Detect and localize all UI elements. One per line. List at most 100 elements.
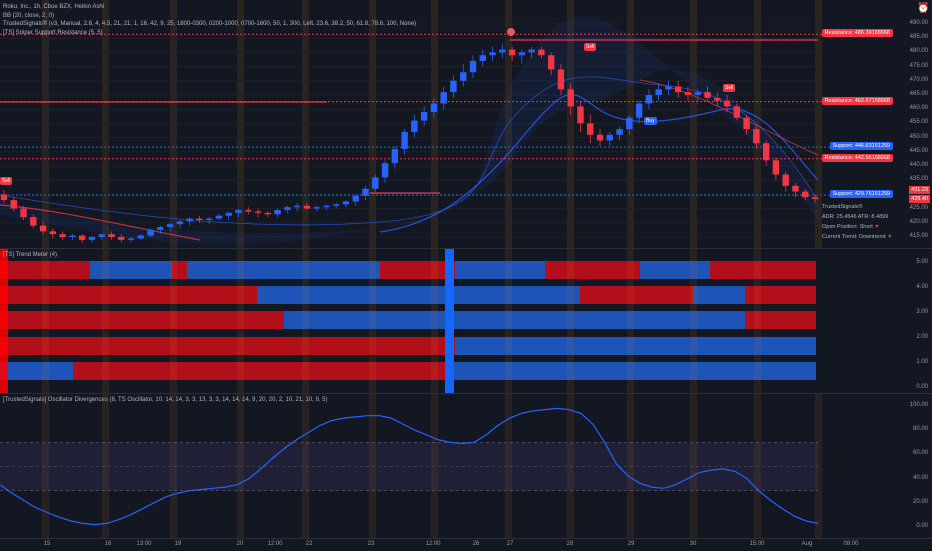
- candle-body: [450, 80, 457, 93]
- time-tick-label: 20: [236, 541, 244, 547]
- session-highlight: [567, 249, 574, 394]
- time-tick-label: 30: [689, 541, 697, 547]
- candle-body: [792, 185, 799, 192]
- oscillator-pane[interactable]: [TrustedSignals] Oscillator Divergences …: [0, 393, 932, 539]
- trend-tick-label: 4.00: [916, 284, 928, 290]
- candle-body: [508, 49, 516, 56]
- candle-body: [274, 210, 281, 215]
- bb-legend[interactable]: BB (20, close, 2, 0): [3, 12, 55, 19]
- oscillator-tick-label: 40.00: [912, 474, 928, 481]
- session-highlight: [237, 394, 244, 539]
- trend-meter-segment: [0, 362, 73, 380]
- candle-body: [254, 211, 262, 213]
- candle-body: [518, 52, 526, 56]
- candle-body: [78, 235, 86, 240]
- oscillator-legend[interactable]: [TrustedSignals] Oscillator Divergences …: [3, 397, 328, 403]
- ts-legend[interactable]: TrustedSignals® (v3, Manual, 2.8, 4, 4.5…: [3, 21, 417, 27]
- time-tick-label: 15:00: [749, 541, 765, 547]
- candle-body: [714, 97, 721, 101]
- candle-body: [381, 163, 389, 178]
- candle-body: [313, 207, 320, 209]
- session-highlight: [567, 0, 574, 248]
- candle-body: [596, 134, 604, 141]
- signal-dot: [507, 28, 515, 36]
- trend-meter-segment: [745, 311, 816, 329]
- candle-body: [772, 160, 780, 175]
- trend-meter-segment: [693, 286, 745, 304]
- resistance-label: Resistance: 486.39168968: [821, 29, 893, 38]
- session-highlight: [690, 394, 697, 539]
- session-highlight: [431, 249, 438, 394]
- candle-body: [186, 218, 193, 222]
- candle-body: [626, 117, 633, 130]
- session-highlight: [102, 0, 109, 248]
- candle-body: [69, 235, 76, 237]
- candle-body: [704, 92, 711, 98]
- session-highlight: [627, 249, 634, 394]
- price-pane[interactable]: Roku, Inc., 1h, Cboe BZX, Heikin Ashi BB…: [0, 0, 932, 248]
- ts-moving-average-down: [639, 79, 819, 156]
- alarm-clock-icon[interactable]: ⏰: [917, 3, 930, 14]
- trend-tick-label: 3.00: [916, 309, 928, 315]
- time-axis[interactable]: 15 16 13:00 19 20 12:00 22 23 12:00 26 27 28 29 30 15:…: [0, 538, 932, 551]
- candle-body: [10, 200, 17, 209]
- ts-info-name: TrustedSignals®: [822, 204, 863, 210]
- session-highlight: [170, 0, 177, 248]
- candle-body: [557, 69, 565, 90]
- symbol-title[interactable]: Roku, Inc., 1h, Cboe BZX, Heikin Ashi: [3, 4, 105, 10]
- bollinger-basis: [0, 76, 819, 226]
- ts-info-position: Open Position: Short: [822, 224, 873, 230]
- price-tick-label: 490.00: [909, 20, 928, 26]
- oscillator-chart[interactable]: [0, 394, 932, 539]
- candle-body: [205, 218, 213, 220]
- trend-meter-segment: [0, 286, 257, 304]
- trend-meter-segment: [447, 362, 816, 380]
- price-tick-label: 465.00: [909, 91, 928, 97]
- candle-body: [108, 234, 115, 237]
- candle-body: [411, 120, 418, 132]
- trend-tick-label: 2.00: [916, 334, 928, 340]
- candle-body: [802, 191, 809, 198]
- price-chart[interactable]: [0, 0, 932, 248]
- trend-meter-pane[interactable]: [TS] Trend Meter (4) 5.00 4.00 3.00 2.00 1.0…: [0, 248, 932, 394]
- session-highlight: [815, 394, 822, 539]
- candle-body: [176, 221, 184, 225]
- session-highlight: [302, 0, 309, 248]
- candle-body: [753, 129, 760, 144]
- candle-body: [577, 106, 584, 124]
- session-highlight: [369, 394, 376, 539]
- candle-body: [665, 86, 672, 90]
- oscillator-tick-label: 0.00: [916, 523, 928, 529]
- candle-body: [645, 95, 653, 104]
- candle-body: [420, 112, 428, 121]
- candle-body: [118, 237, 125, 240]
- trend-meter-legend[interactable]: [TS] Trend Meter (4): [3, 252, 58, 258]
- candle-body: [538, 49, 545, 56]
- trend-meter-segment: [455, 286, 580, 304]
- time-tick-label: 12:00: [267, 541, 283, 547]
- session-highlight: [754, 249, 761, 394]
- trend-meter-chart[interactable]: [0, 249, 932, 394]
- session-highlight: [627, 394, 634, 539]
- candle-body: [762, 143, 770, 161]
- candle-body: [235, 210, 242, 213]
- session-highlight: [567, 394, 574, 539]
- candle-body: [147, 229, 154, 236]
- session-highlight: [302, 394, 309, 539]
- sniper-legend[interactable]: [TS] Sniper Support Resistance (5, 5): [3, 29, 103, 36]
- session-highlight: [102, 249, 109, 394]
- trend-meter-bar: [0, 249, 8, 394]
- session-highlight: [505, 249, 512, 394]
- candle-body: [157, 227, 164, 230]
- resistance-label: Resistance: 462.67168968: [821, 96, 893, 105]
- candle-body: [372, 177, 379, 189]
- trend-tick-label: 1.00: [916, 359, 928, 365]
- candle-body: [675, 86, 682, 93]
- trend-tick-label: 0.00: [916, 384, 928, 390]
- session-highlight: [237, 249, 244, 394]
- candle-body: [694, 92, 701, 95]
- candle-body: [479, 55, 486, 61]
- session-highlight: [690, 249, 697, 394]
- trend-meter-segment: [640, 261, 710, 279]
- candle-body: [127, 238, 135, 240]
